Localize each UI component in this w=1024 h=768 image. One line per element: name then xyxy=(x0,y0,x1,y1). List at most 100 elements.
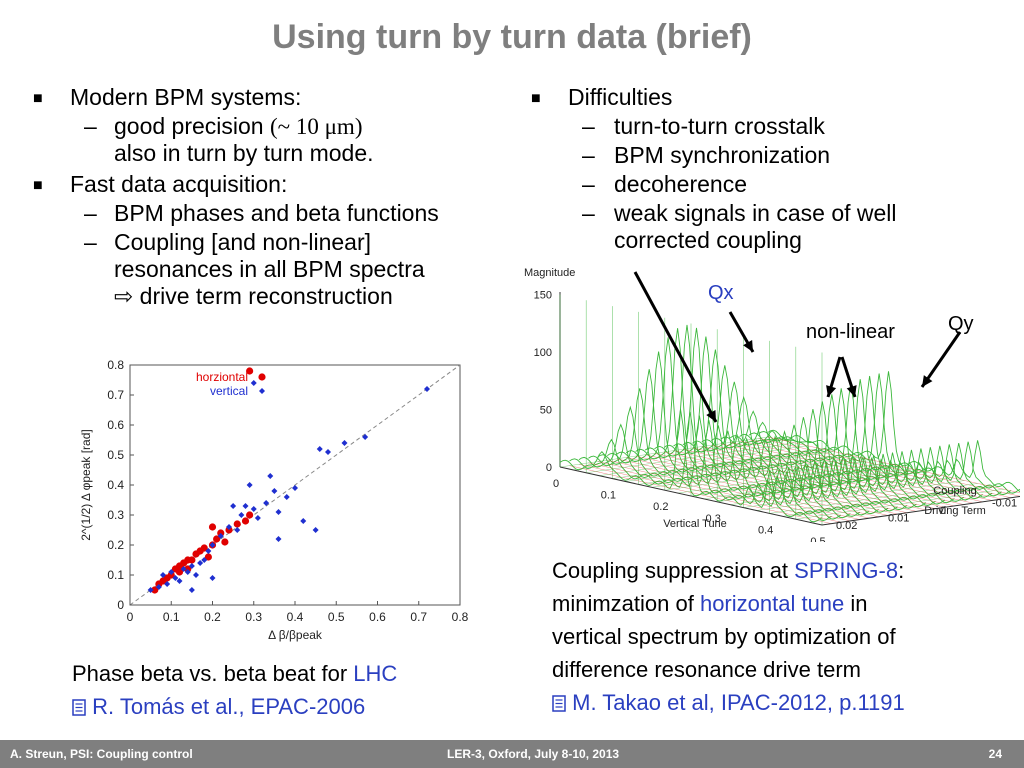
vertical-point xyxy=(292,485,298,491)
tune-tick-label: 0.1 xyxy=(601,490,616,502)
square-bullet-icon: ■ xyxy=(33,177,43,194)
coupling-tick-label: 0.01 xyxy=(888,513,909,525)
tune-tick-label: 0.5 xyxy=(810,536,825,542)
tune-tick-label: 0.4 xyxy=(758,524,773,536)
depth-grid-line xyxy=(769,483,978,514)
vertical-point xyxy=(205,548,212,554)
vertical-point xyxy=(160,572,166,578)
spectrum-trace xyxy=(607,369,870,516)
horizontal-point xyxy=(233,520,241,528)
vertical-point xyxy=(172,575,179,581)
bullet-modern-bpm: ■ Modern BPM systems: xyxy=(33,84,302,110)
spectrum-trace xyxy=(654,327,917,509)
vertical-point xyxy=(184,569,191,575)
horizontal-point xyxy=(151,586,159,594)
legend-marker-horizontal xyxy=(258,373,266,381)
depth-grid-line xyxy=(638,454,847,485)
annotation-arrow-main-head xyxy=(706,410,716,422)
subbullet-precision: – good precision (~ 10 μm) also in turn … xyxy=(84,113,374,166)
vertical-point xyxy=(250,380,257,386)
depth-grid-line xyxy=(717,471,926,503)
vertical-point xyxy=(164,581,171,587)
spectrum-trace xyxy=(559,409,823,523)
vertical-point xyxy=(275,536,282,542)
depth-grid-line xyxy=(756,480,965,511)
y-tick-label: 0.4 xyxy=(107,478,124,492)
right-caption: Coupling suppression at SPRING-8: minimz… xyxy=(552,558,905,715)
spectrum-trace xyxy=(720,388,983,500)
vertical-point xyxy=(275,509,282,515)
vertical-point xyxy=(188,563,195,569)
vertical-point xyxy=(193,572,199,578)
vertical-point xyxy=(147,587,154,593)
horizontal-point xyxy=(188,556,196,564)
vertical-point xyxy=(209,542,216,548)
x-tick-label: 0.4 xyxy=(287,610,304,624)
subbullet-synchronization: – BPM synchronization xyxy=(582,142,831,168)
depth-grid-line xyxy=(625,451,834,482)
horizontal-point xyxy=(175,568,184,576)
page-title: Using turn by turn data (brief) xyxy=(272,18,752,56)
vertical-point xyxy=(325,449,331,455)
magnitude-tick-label: 50 xyxy=(540,405,552,417)
vertical-point xyxy=(197,560,204,566)
horizontal-point xyxy=(221,538,229,546)
depth-grid-line xyxy=(704,468,913,500)
vertical-point xyxy=(238,512,245,518)
x-axis-label: Δ β/βpeak xyxy=(268,628,323,642)
x-tick-label: 0.2 xyxy=(204,610,221,624)
spectrum-trace xyxy=(711,394,974,501)
annotation-arrow-qy-head xyxy=(922,375,933,387)
spectrum-trace xyxy=(692,381,955,504)
depth-grid-line xyxy=(573,439,782,471)
dash-bullet-icon: – xyxy=(582,142,595,168)
depth-grid-line xyxy=(730,474,939,505)
tune-tick-label: 0.3 xyxy=(706,513,721,525)
horizontal-point xyxy=(200,544,208,552)
dash-bullet-icon: – xyxy=(84,113,97,139)
left-reference: R. Tomás et al., EPAC-2006 xyxy=(72,694,365,719)
magnitude-tick-label: 100 xyxy=(534,347,552,359)
spectrum-trace xyxy=(597,388,861,517)
x-tick-label: 0.8 xyxy=(452,610,469,624)
subbullet-coupling: – Coupling [and non-linear] resonances i… xyxy=(84,229,425,309)
depth-grid-line xyxy=(599,445,808,476)
vertical-point xyxy=(201,557,208,563)
square-bullet-icon: ■ xyxy=(33,90,43,107)
bullet-difficulties: ■ Difficulties xyxy=(531,84,673,110)
vertical-point xyxy=(300,518,307,524)
vertical-point xyxy=(234,527,241,533)
y-tick-label: 0.6 xyxy=(107,418,124,432)
vertical-point xyxy=(155,584,162,590)
spectrum-trace xyxy=(569,411,832,521)
x-tick-label: 0.7 xyxy=(410,610,427,624)
legend-marker-vertical xyxy=(259,388,265,394)
y-axis-label: 2^(1/2) Δ φpeak [rad] xyxy=(79,429,93,541)
depth-grid-line xyxy=(782,486,991,517)
vertical-point xyxy=(226,524,232,530)
spectrum-trace xyxy=(635,328,898,512)
document-icon xyxy=(72,699,86,716)
depth-grid-line xyxy=(690,465,900,497)
annotation-arrow-nonlinear-right-head xyxy=(846,385,857,397)
horizontal-point xyxy=(241,517,250,525)
x-tick-label: 0.3 xyxy=(245,610,262,624)
annotation-qy: Qy xyxy=(948,313,974,335)
vertical-point xyxy=(242,503,249,509)
spectrum-trace xyxy=(673,349,936,506)
depth-grid-line xyxy=(612,448,821,479)
phase-vs-beta-scatter-chart: 0 0.1 0.2 0.3 0.4 0.5 0.6 0.7 0.8 0 0.1 0.2 0.3 0.4 0.… xyxy=(79,358,469,642)
tune-axis xyxy=(559,466,823,526)
right-reference: M. Takao et al, IPAC-2012, p.1191 xyxy=(552,690,905,715)
footer-event: LER-3, Oxford, July 8-10, 2013 xyxy=(447,747,620,761)
dash-bullet-icon: – xyxy=(84,229,97,255)
vertical-point xyxy=(180,566,187,572)
square-bullet-icon: ■ xyxy=(531,90,541,107)
spectrum-trace xyxy=(701,396,965,502)
subbullet-phases: – BPM phases and beta functions xyxy=(84,200,439,226)
spectrum-trace xyxy=(663,336,927,508)
right-bullet-list: ■ Difficulties – turn-to-turn crosstalk … xyxy=(528,80,1008,256)
depth-grid-line xyxy=(677,462,886,494)
x-tick-label: 0.6 xyxy=(369,610,386,624)
y-tick-label: 0 xyxy=(117,598,124,612)
